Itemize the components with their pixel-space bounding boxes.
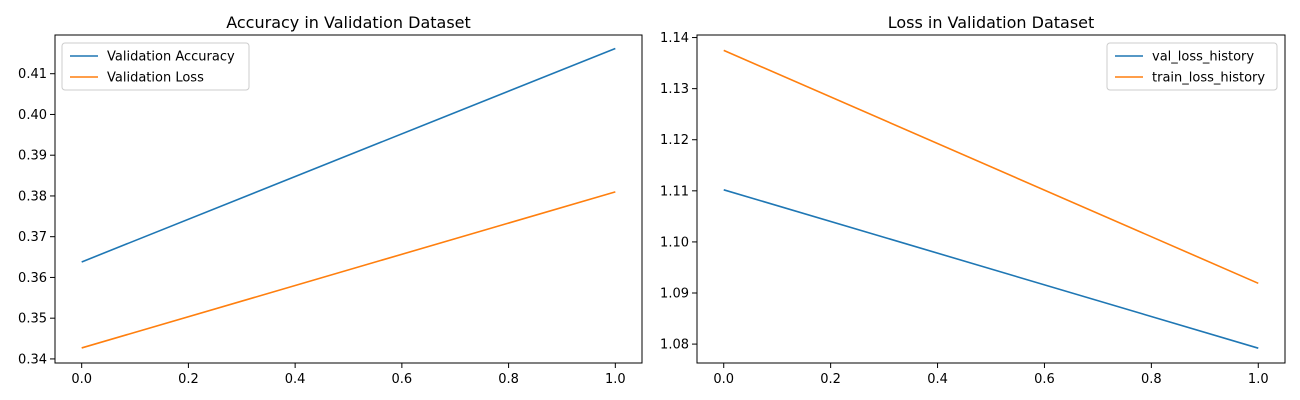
x-tick-label: 0.4 [285,372,306,387]
legend-box [61,42,250,91]
y-tick-label: 1.14 [660,31,689,46]
legend-label-2: Validation Loss [107,71,204,86]
legend-box [1106,42,1278,91]
x-tick-label: 0.2 [178,372,199,387]
x-tick-label: 0.0 [71,372,92,387]
y-tick-label: 0.37 [18,230,47,245]
y-tick-label: 0.34 [18,352,47,367]
series-line-2 [81,191,616,349]
legend: Validation Accuracy Validation Loss [61,42,250,91]
x-tick-label: 1.0 [1248,372,1269,387]
x-tick-label: 0.6 [392,372,413,387]
x-tick-label: 0.8 [498,372,519,387]
series-line-2 [723,49,1259,285]
x-tick-label: 0.4 [927,372,948,387]
legend: val_loss_history train_loss_history [1106,42,1278,91]
y-tick-label: 1.10 [660,235,689,250]
y-tick-label: 1.12 [660,133,689,148]
y-tick-label: 0.40 [18,108,47,123]
y-tick-label: 0.38 [18,189,47,204]
y-tick-label: 1.13 [660,82,689,97]
legend-label-1: val_loss_history [1152,50,1254,65]
legend-label-2: train_loss_history [1152,71,1265,86]
y-tick-label: 0.39 [18,149,47,164]
chart-panel-2: Loss in Validation Dataset 0.0 0.2 0.4 0.6 0.… [660,13,1286,387]
y-tick-label: 1.08 [660,338,689,353]
x-tick-label: 0.8 [1141,372,1162,387]
chart-title: Loss in Validation Dataset [888,13,1095,32]
series-line-1 [81,47,616,263]
series-line-1 [723,189,1259,349]
y-tick-label: 1.09 [660,287,689,302]
chart-title: Accuracy in Validation Dataset [226,13,471,32]
plot-frame [54,34,643,364]
plot-frame [696,34,1286,364]
x-tick-label: 0.0 [713,372,734,387]
legend-label-1: Validation Accuracy [107,50,235,65]
x-tick-label: 1.0 [605,372,626,387]
x-tick-label: 0.6 [1034,372,1055,387]
y-tick-label: 0.41 [18,67,47,82]
y-tick-label: 0.36 [18,271,47,286]
y-tick-label: 1.11 [660,184,689,199]
x-tick-label: 0.2 [820,372,841,387]
y-tick-label: 0.35 [18,312,47,327]
